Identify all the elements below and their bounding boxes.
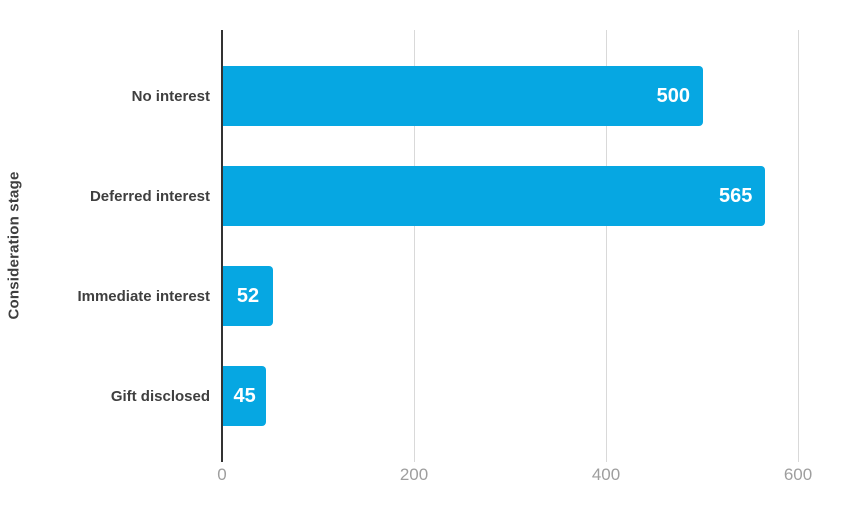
bar-value-label: 52 <box>236 284 260 307</box>
y-axis-line <box>221 30 223 462</box>
bar-value-label: 45 <box>233 384 256 407</box>
category-label: Deferred interest <box>89 187 210 205</box>
category-label: Gift disclosed <box>110 387 210 405</box>
x-tick-label-200: 200 <box>399 465 429 484</box>
category-label: No interest <box>131 87 210 105</box>
bar: 565 <box>223 166 766 226</box>
x-tick-label-600: 600 <box>783 465 813 484</box>
bar: 45 <box>223 366 267 426</box>
bar: 500 <box>223 66 703 126</box>
category-label: Immediate interest <box>77 287 210 305</box>
gridline-400 <box>606 30 607 462</box>
x-tick-label-400: 400 <box>591 465 621 484</box>
gridline-200 <box>414 30 415 462</box>
bar: 52 <box>223 266 273 326</box>
bar-value-label: 565 <box>719 184 753 207</box>
x-tick-label-0: 0 <box>217 465 227 484</box>
gridline-600 <box>798 30 799 462</box>
bar-value-label: 500 <box>656 84 690 107</box>
